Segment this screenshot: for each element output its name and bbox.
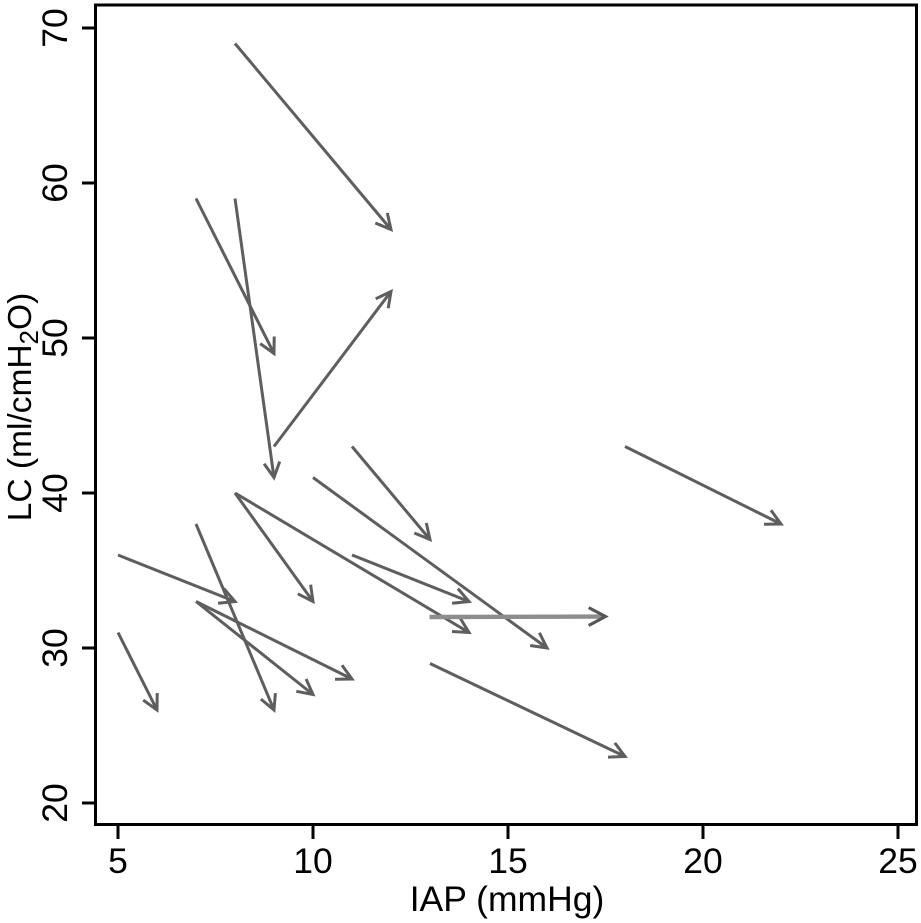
svg-text:20: 20 xyxy=(35,783,75,823)
svg-text:40: 40 xyxy=(35,473,75,513)
svg-text:5: 5 xyxy=(108,841,128,881)
svg-text:10: 10 xyxy=(293,841,333,881)
svg-text:50: 50 xyxy=(35,318,75,358)
svg-text:IAP (mmHg): IAP (mmHg) xyxy=(410,879,605,919)
svg-text:60: 60 xyxy=(35,163,75,203)
svg-text:20: 20 xyxy=(683,841,723,881)
svg-text:15: 15 xyxy=(488,841,528,881)
svg-text:25: 25 xyxy=(878,841,918,881)
svg-text:70: 70 xyxy=(35,8,75,48)
svg-text:30: 30 xyxy=(35,628,75,668)
svg-text:LC (ml/cmH2O): LC (ml/cmH2O) xyxy=(2,293,44,521)
